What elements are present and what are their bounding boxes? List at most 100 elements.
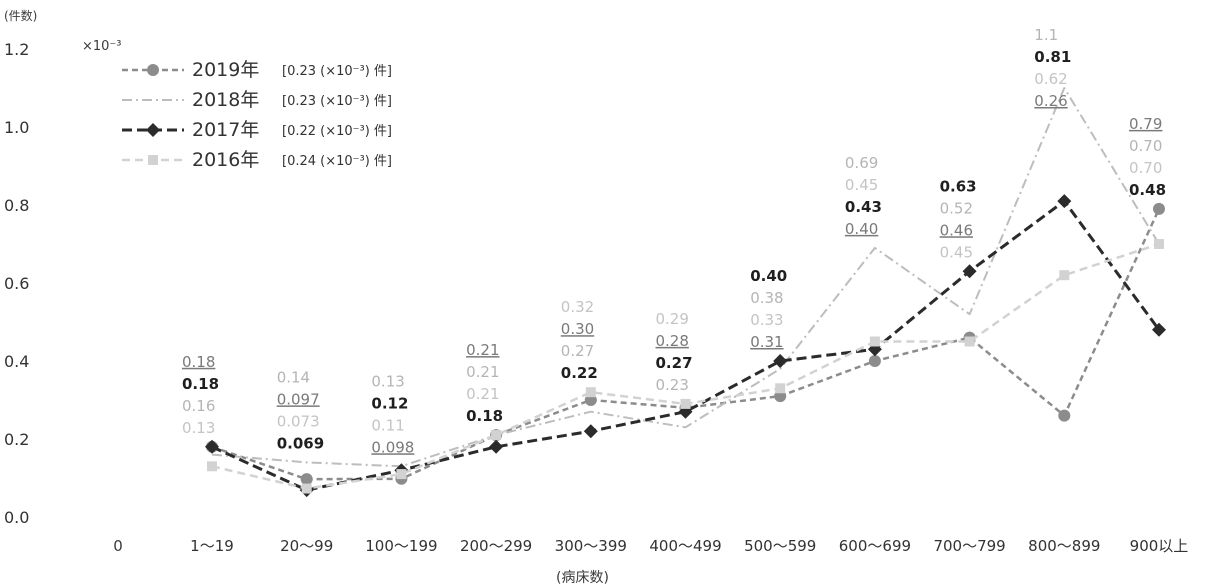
data-point-marker <box>1058 409 1071 422</box>
series-line-2 <box>211 87 1160 468</box>
legend-series-name: 2018年 <box>192 89 259 111</box>
data-label: 0.45 <box>940 243 973 261</box>
y-tick-label: 1.2 <box>4 40 29 59</box>
data-point-marker <box>869 336 880 347</box>
x-unit-label: (病床数) <box>556 570 609 586</box>
y-tick-label: 0.6 <box>4 274 29 293</box>
x-tick-label: 500～599 <box>744 537 816 555</box>
legend-average: [0.24 (×10⁻³) 件] <box>282 154 392 169</box>
x-tick-label: 300～399 <box>555 537 627 555</box>
x-tick-label: 600～699 <box>839 537 911 555</box>
legend-average: [0.23 (×10⁻³) 件] <box>282 64 392 79</box>
data-label: 0.26 <box>1034 92 1067 110</box>
data-point-marker <box>1153 202 1165 215</box>
data-point-marker <box>1059 270 1070 281</box>
data-label: 0.21 <box>466 341 499 359</box>
x-tick-label: 900以上 <box>1130 537 1189 555</box>
data-label: 0.18 <box>182 375 219 393</box>
y-unit-label: (件数) <box>4 8 37 23</box>
data-point-marker <box>585 387 596 398</box>
data-label: 0.70 <box>1129 137 1162 155</box>
data-label: 0.22 <box>561 364 598 382</box>
y-tick-label: 0.2 <box>4 430 29 449</box>
x-tick-label: 20～99 <box>280 537 333 555</box>
data-point-marker <box>868 355 881 367</box>
data-point-marker <box>491 430 502 441</box>
x-tick-label: 800～899 <box>1028 537 1100 555</box>
data-label: 0.40 <box>750 267 787 285</box>
data-label: 0.13 <box>182 419 215 437</box>
axes: (件数) ×10⁻³ (病床数) 0 <box>4 8 609 586</box>
data-label: 0.69 <box>845 154 878 172</box>
data-label: 0.52 <box>940 199 973 217</box>
data-label: 0.073 <box>277 412 320 430</box>
data-point-marker <box>1154 239 1164 249</box>
data-label: 0.29 <box>656 310 689 328</box>
legend-swatch-marker <box>148 155 158 165</box>
x-tick-labels: 1～19 20～99 100～199 200～299 300～399 400～499 500… <box>190 537 1188 555</box>
data-label: 1.1 <box>1034 26 1058 44</box>
x-tick-label: 400～499 <box>649 537 721 555</box>
data-label: 0.70 <box>1129 159 1162 177</box>
data-label: 0.79 <box>1129 115 1162 133</box>
data-label: 0.31 <box>750 333 783 351</box>
data-point-marker <box>489 439 504 454</box>
legend-swatch-marker <box>146 123 160 137</box>
data-label: 0.23 <box>656 376 689 394</box>
legend-swatch-marker <box>147 64 159 76</box>
data-label: 0.098 <box>371 438 414 456</box>
legend-average: [0.22 (×10⁻³) 件] <box>282 124 392 139</box>
data-label: 0.43 <box>845 198 882 216</box>
data-label: 0.40 <box>845 220 878 238</box>
data-point-marker <box>1057 194 1072 209</box>
data-point-marker <box>300 473 313 486</box>
data-point-marker <box>680 398 691 409</box>
x-tick-label: 700～799 <box>933 537 1005 555</box>
data-label: 0.16 <box>182 397 215 415</box>
legend-series-name: 2016年 <box>192 149 259 171</box>
data-label: 0.14 <box>277 368 310 386</box>
data-point-marker <box>396 469 407 480</box>
data-point-marker <box>207 461 217 472</box>
data-label: 0.21 <box>466 363 499 381</box>
data-label: 0.27 <box>561 342 594 360</box>
y-tick-label: 1.0 <box>4 118 29 137</box>
data-label: 0.45 <box>845 176 878 194</box>
data-point-marker <box>773 354 788 368</box>
data-label: 0.32 <box>561 298 594 316</box>
data-label: 0.12 <box>371 394 408 412</box>
data-point-marker <box>583 424 598 439</box>
data-point-marker <box>775 383 786 394</box>
data-label: 0.38 <box>750 289 783 307</box>
y-tick-label: 0.0 <box>4 508 29 527</box>
y-tick-label: 0.4 <box>4 352 29 371</box>
data-point-marker <box>1152 322 1166 337</box>
data-label: 0.11 <box>371 416 404 434</box>
data-point-marker <box>962 264 977 279</box>
data-label: 0.27 <box>656 354 693 372</box>
data-label: 0.63 <box>940 177 977 195</box>
legend-series-name: 2019年 <box>192 59 259 81</box>
x-origin-label: 0 <box>113 537 123 555</box>
x-tick-label: 1～19 <box>190 537 234 555</box>
series-line-3 <box>211 199 1161 492</box>
x-tick-label: 200～299 <box>460 537 532 555</box>
data-point-marker <box>964 336 975 347</box>
y-tick-labels: 0.0 0.2 0.4 0.6 0.8 1.0 1.2 <box>4 40 29 527</box>
legend-series-name: 2017年 <box>192 119 259 141</box>
data-label: 0.18 <box>466 407 503 425</box>
y-multiplier-label: ×10⁻³ <box>82 39 122 54</box>
data-label: 0.62 <box>1034 70 1067 88</box>
data-label: 0.48 <box>1129 181 1166 199</box>
data-label: 0.21 <box>466 385 499 403</box>
legend: 2019年 [0.23 (×10⁻³) 件] 2018年 [0.23 (×10⁻³) … <box>122 59 392 171</box>
data-label: 0.81 <box>1034 48 1071 66</box>
data-label: 0.13 <box>371 372 404 390</box>
data-point-marker <box>301 483 312 494</box>
data-label: 0.069 <box>277 434 324 452</box>
series-lines <box>205 87 1166 498</box>
data-label: 0.46 <box>940 221 973 239</box>
x-tick-label: 100～199 <box>365 537 437 555</box>
